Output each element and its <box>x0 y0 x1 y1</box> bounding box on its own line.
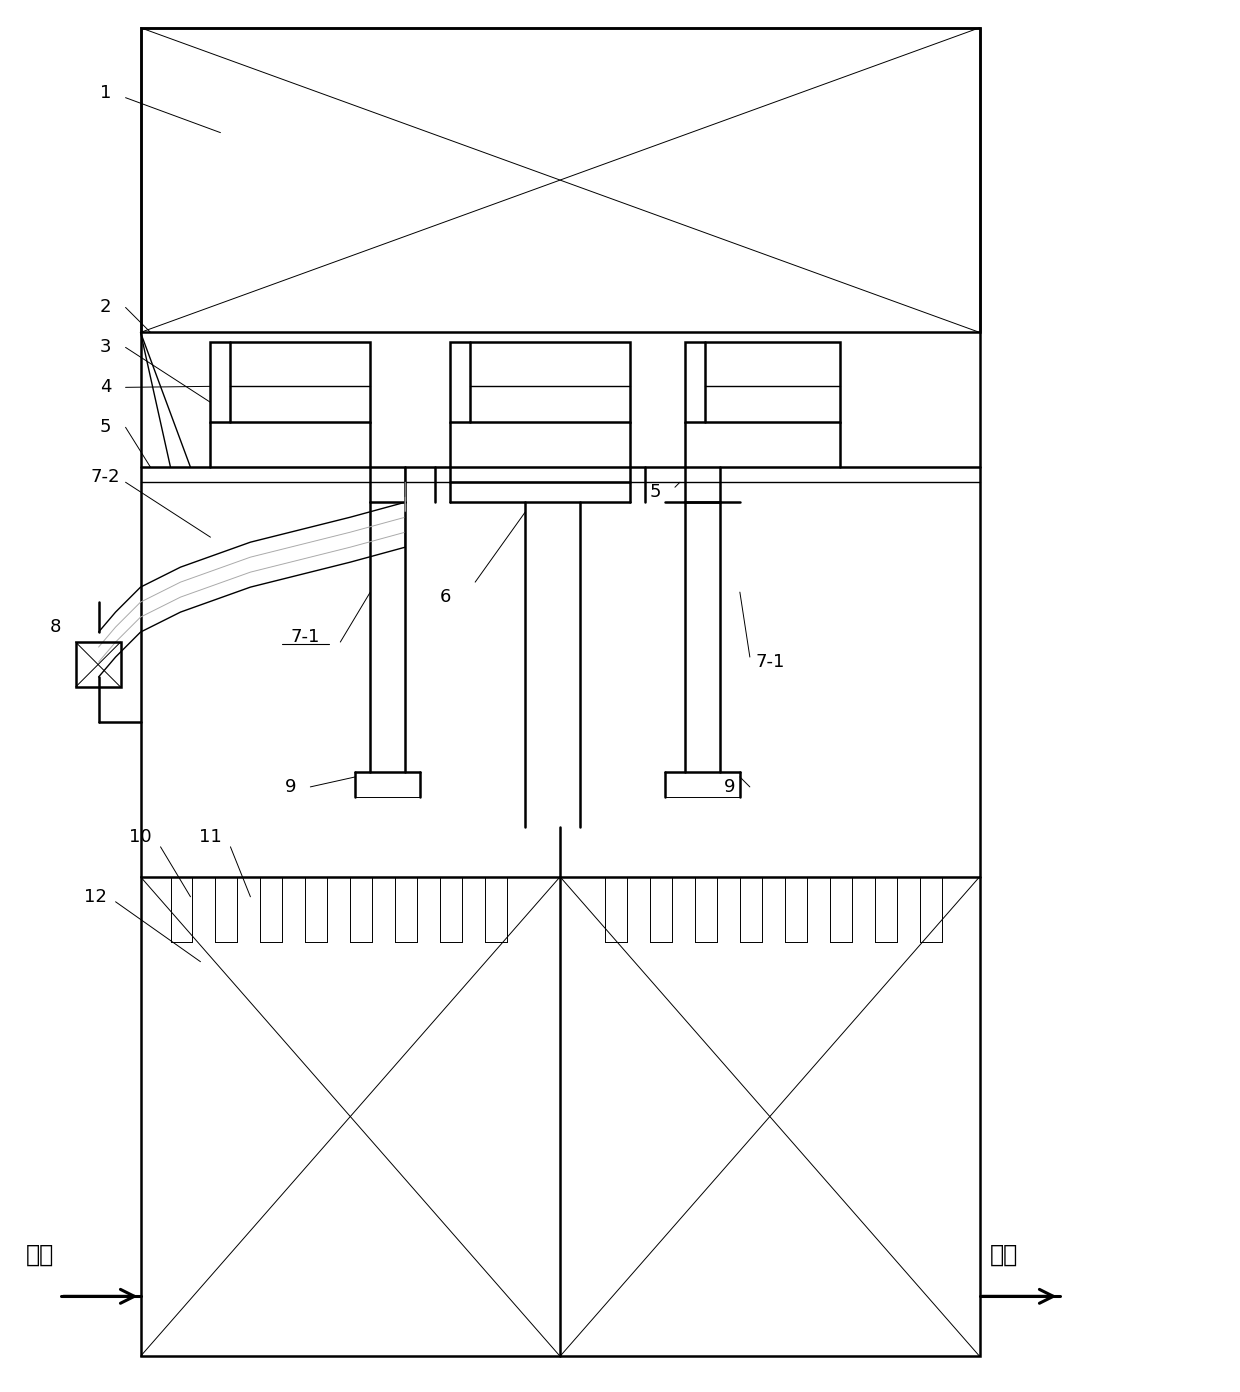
Bar <box>140 28 980 333</box>
Bar <box>450 342 630 422</box>
Text: 进料: 进料 <box>26 1243 53 1267</box>
Text: 10: 10 <box>129 828 151 846</box>
Text: 9: 9 <box>724 778 735 796</box>
Bar <box>684 342 839 422</box>
Bar <box>76 642 120 688</box>
Text: 2: 2 <box>100 298 112 316</box>
Text: 7-2: 7-2 <box>91 468 120 486</box>
Text: 11: 11 <box>200 828 222 846</box>
Text: 9: 9 <box>285 778 296 796</box>
Text: 4: 4 <box>100 379 112 397</box>
Bar <box>140 28 980 1356</box>
Text: 出料: 出料 <box>990 1243 1018 1267</box>
Text: 5: 5 <box>650 483 661 501</box>
Text: 12: 12 <box>84 888 107 906</box>
Text: 1: 1 <box>100 84 112 102</box>
Text: 6: 6 <box>439 587 451 606</box>
Bar <box>211 342 371 422</box>
Text: 7-1: 7-1 <box>755 653 785 671</box>
Text: 8: 8 <box>50 618 61 636</box>
Text: 5: 5 <box>100 419 112 436</box>
Text: 7-1: 7-1 <box>290 628 320 646</box>
Text: 3: 3 <box>100 338 112 356</box>
